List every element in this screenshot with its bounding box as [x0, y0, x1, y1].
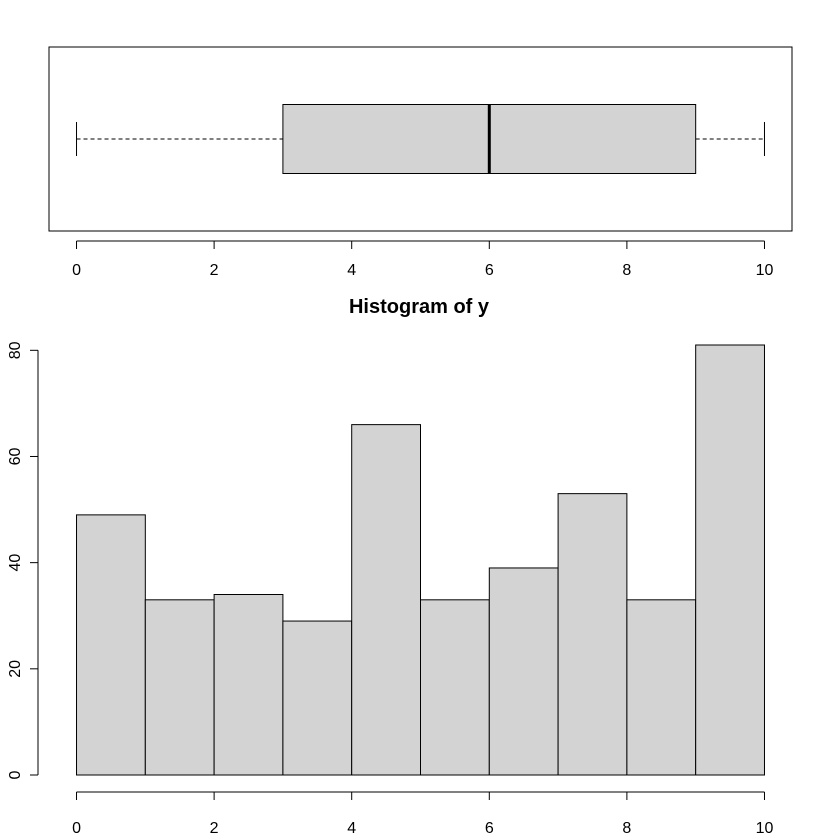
boxplot-x-tick-label: 6: [485, 262, 494, 279]
histogram-bar: [695, 344, 765, 776]
histogram-bar: [351, 424, 421, 776]
histogram-bar: [76, 514, 146, 776]
histogram-bar: [557, 493, 628, 776]
histogram-y-tick-label: 40: [7, 554, 24, 572]
histogram-y-tick-label: 0: [7, 770, 24, 779]
boxplot-x-tick-label: 8: [622, 262, 631, 279]
histogram-y-tick-label: 80: [7, 341, 24, 359]
boxplot-panel: 0 2 4 6 8 10: [48, 46, 793, 279]
histogram-title: Histogram of y: [349, 296, 490, 318]
boxplot-x-tick-label: 10: [756, 262, 774, 279]
histogram-panel: 0 20 40 60 80 0 2 4 6 8 10: [7, 341, 773, 837]
histogram-bar: [488, 567, 559, 776]
histogram-x-tick-label: 4: [347, 820, 356, 837]
boxplot-x-tick-label: 2: [210, 262, 219, 279]
histogram-x-tick-label: 8: [622, 820, 631, 837]
histogram-x-tick-label: 2: [210, 820, 219, 837]
histogram-bar: [420, 599, 490, 776]
boxplot-x-tick-label: 4: [347, 262, 356, 279]
histogram-x-tick-label: 0: [72, 820, 81, 837]
histogram-y-tick-label: 60: [7, 447, 24, 465]
histogram-y-tick-label: 20: [7, 660, 24, 678]
histogram-bar: [282, 620, 353, 776]
histogram-x-tick-label: 6: [485, 820, 494, 837]
boxplot-x-tick-label: 0: [72, 262, 81, 279]
boxplot-frame: [48, 46, 793, 232]
histogram-bar: [144, 599, 215, 776]
histogram-bar: [213, 594, 284, 776]
histogram-bar: [626, 599, 697, 776]
histogram-x-tick-label: 10: [756, 820, 774, 837]
